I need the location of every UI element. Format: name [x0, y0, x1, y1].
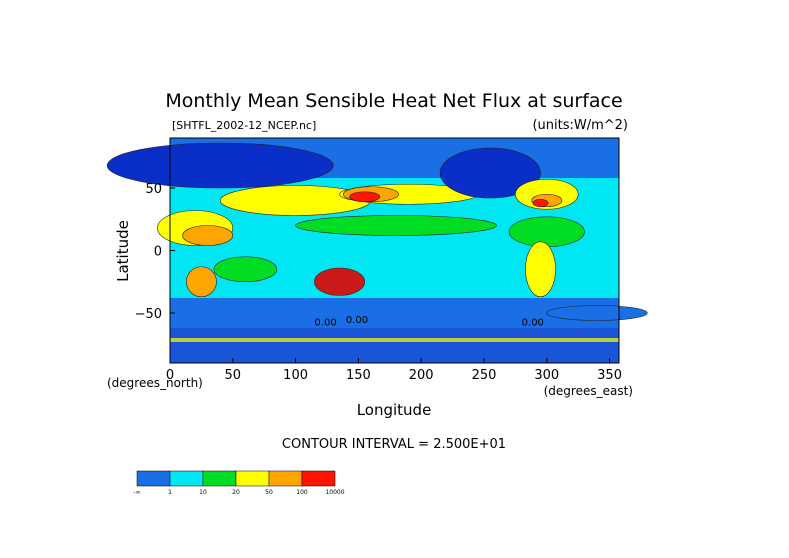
colorbar-swatch: [235, 470, 270, 487]
blob-indian-ocean: [213, 256, 278, 283]
blob-australia: [314, 267, 365, 296]
blob-north-america-cold: [439, 147, 541, 199]
colorbar-level-label: 20: [232, 489, 240, 496]
colorbar-level-label: 10000: [325, 489, 344, 496]
colorbar-swatch: [301, 470, 336, 487]
x-tick-label: 0: [166, 368, 174, 383]
band-southern-ocean: [170, 298, 619, 328]
y-tick-label: 0: [154, 245, 162, 260]
blob-atlantic: [508, 216, 585, 248]
blob-gulf-stream-core: [532, 198, 549, 208]
blob-kuroshio-core: [349, 191, 381, 203]
colorbar-swatch: [268, 470, 303, 487]
colorbar-swatch: [202, 470, 237, 487]
y-tick-labels: 50 0 −50: [135, 182, 175, 322]
colorbar-swatch: [169, 470, 204, 487]
blob-tropical-pacific: [295, 215, 497, 236]
y-tick-label: −50: [135, 307, 162, 322]
contour-interval: CONTOUR INTERVAL = 2.500E+01: [282, 437, 506, 452]
band-antarctic: [170, 328, 619, 363]
colorbar-level-label: 100: [296, 489, 308, 496]
x-axis-label: Longitude: [357, 401, 432, 419]
x-tick-label: 100: [283, 368, 308, 383]
colorbar-level-label: -∞: [133, 489, 140, 496]
blob-south-atlantic: [546, 305, 648, 321]
y-tick-label: 50: [145, 182, 162, 197]
colorbar: -∞ 1 10 20 50 100 10000: [133, 470, 345, 496]
contour-label: 0.00: [346, 315, 368, 326]
file-label: [SHTFL_2002-12_NCEP.nc]: [172, 119, 316, 132]
blob-south-africa: [186, 266, 217, 298]
x-tick-label: 200: [409, 368, 434, 383]
contour-label: 0.00: [314, 318, 336, 329]
colorbar-level-label: 10: [199, 489, 207, 496]
x-tick-label: 250: [472, 368, 497, 383]
blob-eurasia-cold: [106, 142, 334, 189]
colorbar-swatch: [136, 470, 171, 487]
x-tick-labels: 0 50 100 150 200 250 300 350: [166, 358, 622, 383]
x-tick-label: 50: [225, 368, 242, 383]
band-antarctic-edge: [170, 338, 619, 342]
x-tick-label: 350: [597, 368, 622, 383]
contour-label: 0.00: [522, 318, 544, 329]
x-tick-label: 300: [534, 368, 559, 383]
x-units-label: (degrees_east): [544, 384, 633, 398]
blob-africa-hot: [182, 225, 234, 246]
flux-map: 0.00 0.00 0.00: [106, 138, 648, 363]
x-tick-label: 150: [346, 368, 371, 383]
y-axis-label: Latitude: [114, 220, 132, 282]
chart-title: Monthly Mean Sensible Heat Net Flux at s…: [165, 90, 622, 112]
colorbar-level-label: 1: [168, 489, 172, 496]
blob-south-america: [525, 241, 556, 298]
y-units-label: (degrees_north): [107, 376, 203, 390]
units-label: (units:W/m^2): [532, 118, 628, 133]
colorbar-level-label: 50: [265, 489, 273, 496]
